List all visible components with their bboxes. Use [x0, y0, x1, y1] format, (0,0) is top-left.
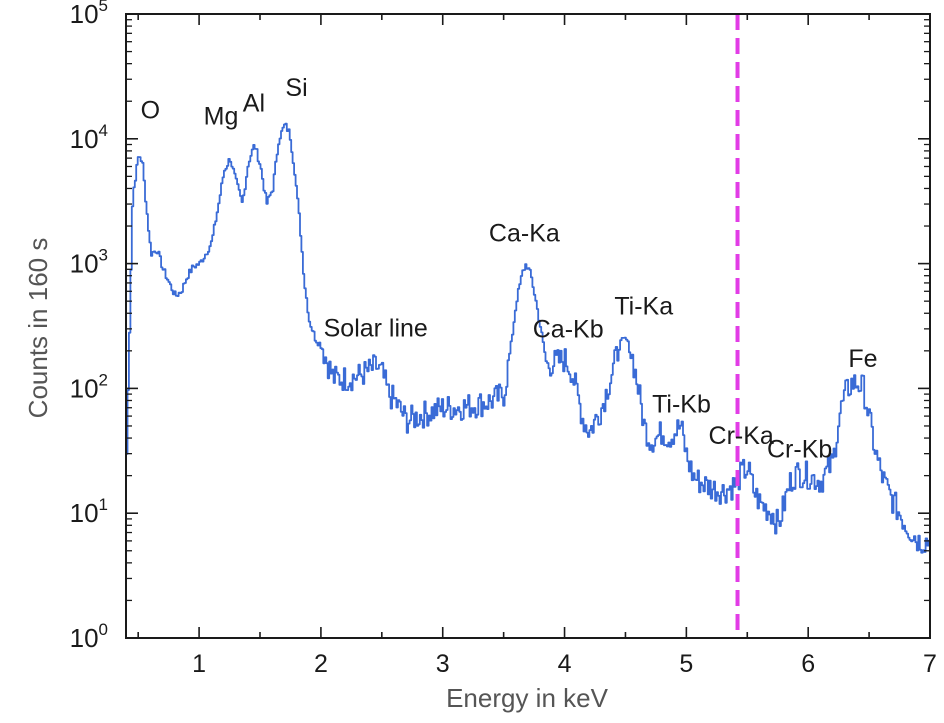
- y-tick-label-exponent: 1: [99, 495, 108, 514]
- y-tick-label-base: 10: [70, 498, 99, 528]
- peak-label: Al: [243, 90, 265, 118]
- y-tick-label: 105: [70, 0, 108, 29]
- y-tick-label-exponent: 3: [99, 246, 108, 265]
- x-tick-label: 3: [436, 650, 450, 678]
- y-tick-label-base: 10: [70, 623, 99, 653]
- y-axis-label: Counts in 160 s: [23, 238, 53, 419]
- peak-label: O: [141, 97, 160, 125]
- y-tick-label-base: 10: [70, 124, 99, 154]
- y-tick-label-exponent: 0: [99, 620, 108, 639]
- y-tick-label-exponent: 5: [99, 0, 108, 15]
- y-tick-label: 102: [70, 370, 108, 403]
- axes-frame: [125, 13, 931, 639]
- annotation-group: O Mg Al Si Solar line Ca-Ka Ca-Kb Ti-Ka Ti-Kb Cr-…: [141, 74, 878, 463]
- peak-label: Ca-Ka: [489, 220, 560, 248]
- y-tick-label: 100: [70, 620, 108, 653]
- x-tick-label: 6: [801, 650, 815, 678]
- x-tick-label: 5: [679, 650, 693, 678]
- peak-label: Solar line: [324, 315, 428, 343]
- series-group: [126, 14, 931, 638]
- peak-label: Si: [285, 74, 307, 102]
- y-tick-label-base: 10: [70, 249, 99, 279]
- x-axis-label: Energy in keV: [446, 683, 609, 713]
- peak-label: Cr-Ka: [709, 422, 774, 450]
- y-tick-label: 104: [70, 121, 108, 154]
- peak-label: Ti-Kb: [652, 391, 711, 419]
- plot-frame: [125, 13, 931, 639]
- peak-label: Mg: [204, 103, 239, 131]
- peak-label: Ca-Kb: [533, 316, 604, 344]
- x-tick-label: 2: [314, 650, 328, 678]
- peak-label: Fe: [848, 345, 877, 373]
- peak-label: Cr-Kb: [767, 435, 832, 463]
- y-tick-label: 101: [70, 495, 108, 528]
- y-tick-label: 103: [70, 246, 108, 279]
- x-tick-label: 1: [192, 650, 206, 678]
- y-tick-label-base: 10: [70, 0, 99, 29]
- x-tick-label: 7: [923, 650, 937, 678]
- spectrum-line: [126, 122, 931, 554]
- y-tick-label-exponent: 4: [99, 121, 108, 140]
- peak-label: Ti-Ka: [614, 293, 673, 321]
- x-tick-label: 4: [558, 650, 572, 678]
- y-tick-label-base: 10: [70, 373, 99, 403]
- y-tick-label-exponent: 2: [99, 370, 108, 389]
